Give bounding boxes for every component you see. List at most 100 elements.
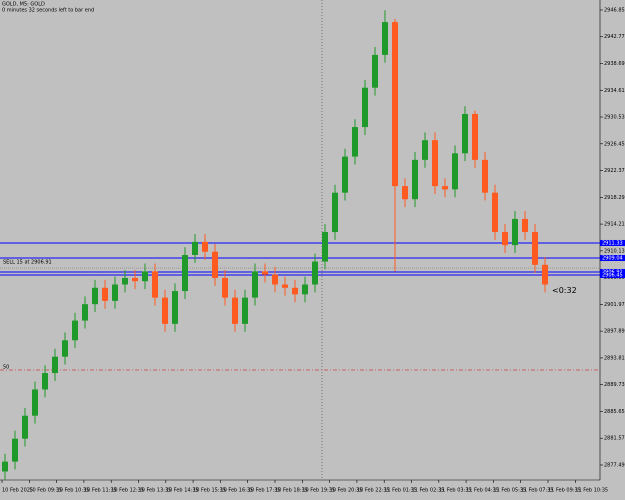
x-tick-label: 11 Feb 09:35 xyxy=(548,488,581,494)
y-tick-label: 2926.45 xyxy=(604,141,625,147)
y-tick-label: 2914.21 xyxy=(604,222,625,228)
x-tick-label: 10 Feb 12:35 xyxy=(111,488,144,494)
x-tick-label: 10 Feb 17:35 xyxy=(248,488,281,494)
candle-body xyxy=(392,22,398,187)
x-tick-label: 10 Feb 11:35 xyxy=(84,488,117,494)
candle-body xyxy=(52,356,58,374)
level-tag xyxy=(600,239,625,246)
y-tick-label: 2889.73 xyxy=(604,382,625,388)
candle-body xyxy=(422,140,428,160)
candle-body xyxy=(382,22,388,55)
x-tick-label: 10 Feb 19:35 xyxy=(302,488,335,494)
candle-body xyxy=(332,192,338,233)
countdown: <0:32 xyxy=(552,286,577,295)
x-tick-label: 10 Feb 09:35 xyxy=(29,488,62,494)
candle-body xyxy=(302,284,308,295)
candle-body xyxy=(472,113,478,160)
y-tick-label: 2877.49 xyxy=(604,462,625,468)
candle-body xyxy=(72,320,78,341)
y-tick-label: 2922.37 xyxy=(604,168,625,174)
candle-body xyxy=(532,232,538,265)
x-tick-label: 10 Feb 13:35 xyxy=(139,488,172,494)
candle-body xyxy=(192,241,198,255)
candle-body xyxy=(212,251,218,278)
candle-body xyxy=(482,159,488,193)
candle-body xyxy=(172,291,178,324)
x-tick-label: 11 Feb 04:35 xyxy=(466,488,499,494)
candle-body xyxy=(442,186,448,190)
candle-body xyxy=(432,140,438,187)
level-tag xyxy=(600,271,625,278)
y-tick-label: 2918.29 xyxy=(604,195,625,201)
candle-body xyxy=(362,87,368,128)
candle-body xyxy=(512,218,518,246)
candle-body xyxy=(252,271,258,298)
stop-level-label: 50 xyxy=(3,364,9,370)
candle-body xyxy=(352,127,358,157)
y-tick-label: 2938.69 xyxy=(604,61,625,67)
x-tick-label: 11 Feb 02:35 xyxy=(412,488,445,494)
x-tick-label: 10 Feb 18:35 xyxy=(275,488,308,494)
candle-body xyxy=(282,284,288,288)
y-tick-label: 2893.81 xyxy=(604,355,625,361)
x-tick-label: 10 Feb 22:35 xyxy=(357,488,390,494)
candle-body xyxy=(162,297,168,324)
candle-body xyxy=(132,277,138,282)
candle-body xyxy=(342,156,348,193)
y-tick-label: 2897.89 xyxy=(604,329,625,335)
y-tick-label: 2885.65 xyxy=(604,409,625,415)
candle-body xyxy=(92,287,98,305)
candle-body xyxy=(262,271,268,275)
candle-body xyxy=(82,304,88,321)
x-tick-label: 10 Feb 15:35 xyxy=(193,488,226,494)
candle-body xyxy=(112,284,118,301)
candle-body xyxy=(452,153,458,190)
candle-body xyxy=(202,241,208,252)
y-tick-label: 2881.57 xyxy=(604,436,625,442)
level-tag-label: 2911.33 xyxy=(602,240,623,246)
candle-body xyxy=(32,389,38,416)
candle-body xyxy=(42,373,48,390)
candle-body xyxy=(62,340,68,357)
candle-body xyxy=(142,271,148,282)
x-tick-label: 11 Feb 03:35 xyxy=(439,488,472,494)
level-tag xyxy=(600,268,625,275)
candle-body xyxy=(412,159,418,200)
x-tick-label: 10 Feb 2025 xyxy=(2,488,33,494)
y-tick-label: 2901.97 xyxy=(604,302,625,308)
x-tick-label: 11 Feb 10:35 xyxy=(575,488,608,494)
x-tick-label: 11 Feb 05:35 xyxy=(493,488,526,494)
candle-body xyxy=(292,287,298,295)
y-tick-label: 2930.53 xyxy=(604,115,625,121)
candle-body xyxy=(102,287,108,301)
candle-body xyxy=(2,461,8,472)
candle-body xyxy=(312,261,318,285)
y-tick-label: 2946.85 xyxy=(604,7,625,13)
symbol-label: GOLD, M5: GOLD xyxy=(2,2,45,8)
candle-body xyxy=(542,264,548,285)
candle-body xyxy=(462,113,468,154)
y-tick-label: 2910.13 xyxy=(604,248,625,254)
candle-body xyxy=(182,254,188,292)
x-tick-label: 10 Feb 14:35 xyxy=(166,488,199,494)
level-tag-label: 2909.04 xyxy=(602,256,623,262)
y-tick-label: 2906.05 xyxy=(604,275,625,281)
level-tag-label: 2906.45 xyxy=(602,272,623,278)
x-tick-label: 11 Feb 07:35 xyxy=(521,488,554,494)
x-tick-label: 11 Feb 01:35 xyxy=(384,488,417,494)
order-label: SELL 15 at 2906.91 xyxy=(3,260,52,266)
x-tick-label: 10 Feb 16:35 xyxy=(220,488,253,494)
y-tick-label: 2942.77 xyxy=(604,34,625,40)
candle-body xyxy=(372,54,378,88)
candle-body xyxy=(232,297,238,324)
candle-body xyxy=(152,271,158,298)
candle-body xyxy=(272,274,278,285)
candle-body xyxy=(502,232,508,246)
candle-body xyxy=(242,297,248,324)
candle-body xyxy=(522,218,528,233)
candle-body xyxy=(122,277,128,285)
level-tag xyxy=(600,255,625,262)
candle-body xyxy=(22,415,28,439)
